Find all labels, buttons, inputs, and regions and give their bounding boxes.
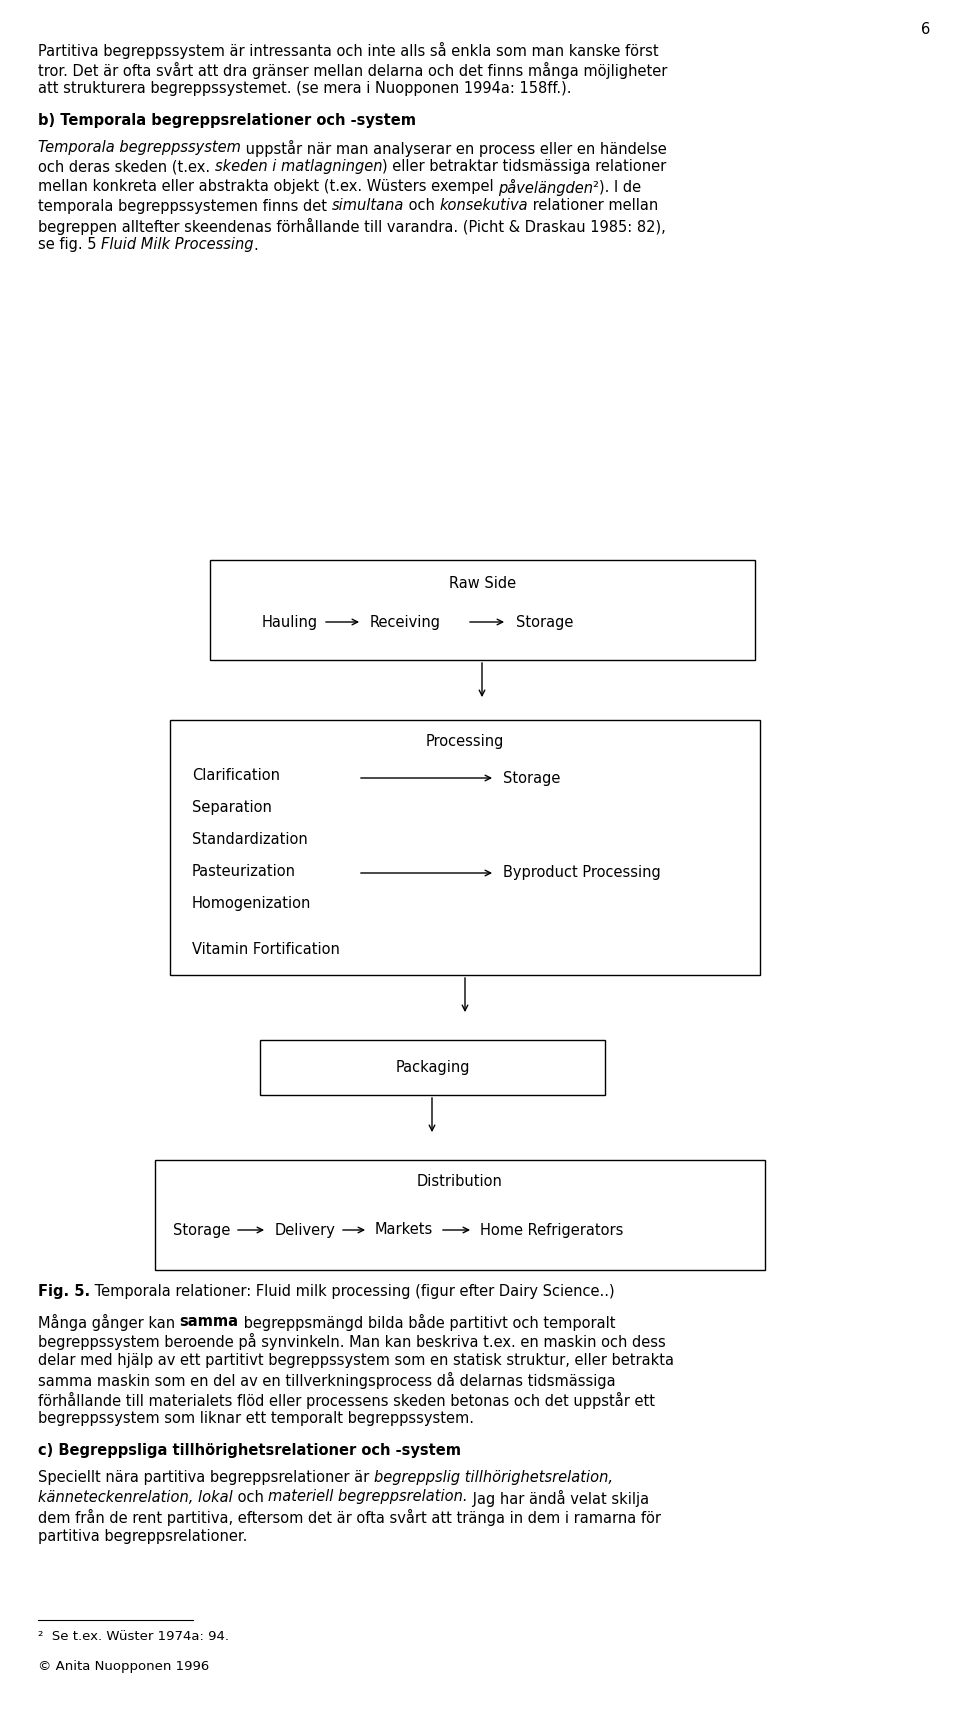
Bar xyxy=(155,1159,765,1270)
Text: temporala begreppssystemen finns det: temporala begreppssystemen finns det xyxy=(38,199,331,214)
Text: Speciellt nära partitiva begreppsrelationer är: Speciellt nära partitiva begreppsrelatio… xyxy=(38,1471,373,1484)
Text: c) Begreppsliga tillhörighetsrelationer och -system: c) Begreppsliga tillhörighetsrelationer … xyxy=(38,1443,461,1457)
Text: Delivery: Delivery xyxy=(275,1222,336,1237)
Text: ²  Se t.ex. Wüster 1974a: 94.: ² Se t.ex. Wüster 1974a: 94. xyxy=(38,1630,229,1643)
Text: Standardization: Standardization xyxy=(192,831,308,847)
Text: Storage: Storage xyxy=(173,1222,230,1237)
Text: Jag har ändå velat skilja: Jag har ändå velat skilja xyxy=(468,1490,649,1507)
Text: och: och xyxy=(404,199,440,214)
Text: .: . xyxy=(253,237,258,252)
Text: känneteckenrelation, lokal: känneteckenrelation, lokal xyxy=(38,1490,232,1505)
Text: skeden i matlagningen: skeden i matlagningen xyxy=(215,159,382,175)
Text: Fluid Milk Processing: Fluid Milk Processing xyxy=(101,237,253,252)
Text: samma maskin som en del av en tillverkningsprocess då delarnas tidsmässiga: samma maskin som en del av en tillverkni… xyxy=(38,1372,615,1389)
Bar xyxy=(170,721,760,975)
Text: att strukturera begreppssystemet. (se mera i Nuopponen 1994a: 158ff.).: att strukturera begreppssystemet. (se me… xyxy=(38,81,571,97)
Text: Hauling: Hauling xyxy=(262,615,318,629)
Text: 6: 6 xyxy=(921,22,930,36)
Text: tror. Det är ofta svårt att dra gränser mellan delarna och det finns många möjli: tror. Det är ofta svårt att dra gränser … xyxy=(38,62,667,78)
Text: Temporala relationer: Fluid milk processing (figur efter Dairy Science..): Temporala relationer: Fluid milk process… xyxy=(90,1284,614,1299)
Text: samma: samma xyxy=(180,1313,239,1329)
Text: Temporala begreppssystem: Temporala begreppssystem xyxy=(38,140,241,156)
Text: ) eller betraktar tidsmässiga relationer: ) eller betraktar tidsmässiga relationer xyxy=(382,159,666,175)
Text: och: och xyxy=(232,1490,268,1505)
Text: begreppen alltefter skeendenas förhållande till varandra. (Picht & Draskau 1985:: begreppen alltefter skeendenas förhållan… xyxy=(38,218,665,235)
Text: Partitiva begreppssystem är intressanta och inte alls så enkla som man kanske fö: Partitiva begreppssystem är intressanta … xyxy=(38,41,659,59)
Text: dem från de rent partitiva, eftersom det är ofta svårt att tränga in dem i ramar: dem från de rent partitiva, eftersom det… xyxy=(38,1509,661,1526)
Text: mellan konkreta eller abstrakta objekt (t.ex. Wüsters exempel: mellan konkreta eller abstrakta objekt (… xyxy=(38,180,498,194)
Text: och deras skeden (t.ex.: och deras skeden (t.ex. xyxy=(38,159,215,175)
Text: Raw Side: Raw Side xyxy=(449,575,516,591)
Text: ²). I de: ²). I de xyxy=(593,180,641,194)
Text: Fig. 5.: Fig. 5. xyxy=(38,1284,90,1299)
Text: begreppslig tillhörighetsrelation,: begreppslig tillhörighetsrelation, xyxy=(373,1471,612,1484)
Text: © Anita Nuopponen 1996: © Anita Nuopponen 1996 xyxy=(38,1661,209,1673)
Bar xyxy=(260,1040,605,1096)
Text: Clarification: Clarification xyxy=(192,767,280,783)
Text: materiell begreppsrelation.: materiell begreppsrelation. xyxy=(268,1490,468,1505)
Text: begreppssystem som liknar ett temporalt begreppssystem.: begreppssystem som liknar ett temporalt … xyxy=(38,1412,474,1426)
Text: Processing: Processing xyxy=(426,734,504,748)
Text: b) Temporala begreppsrelationer och -system: b) Temporala begreppsrelationer och -sys… xyxy=(38,112,416,128)
Text: Home Refrigerators: Home Refrigerators xyxy=(480,1222,623,1237)
Text: Byproduct Processing: Byproduct Processing xyxy=(503,866,660,881)
Text: begreppsmängd bilda både partitivt och temporalt: begreppsmängd bilda både partitivt och t… xyxy=(239,1313,615,1331)
Bar xyxy=(210,560,755,660)
Text: Distribution: Distribution xyxy=(417,1173,503,1189)
Text: Storage: Storage xyxy=(503,771,561,786)
Text: se fig. 5: se fig. 5 xyxy=(38,237,101,252)
Text: Homogenization: Homogenization xyxy=(192,897,311,911)
Text: Separation: Separation xyxy=(192,800,272,816)
Text: konsekutiva: konsekutiva xyxy=(440,199,528,214)
Text: delar med hjälp av ett partitivt begreppssystem som en statisk struktur, eller b: delar med hjälp av ett partitivt begrepp… xyxy=(38,1353,674,1367)
Text: påvelängden: påvelängden xyxy=(498,180,593,195)
Text: Pasteurization: Pasteurization xyxy=(192,864,296,880)
Text: Vitamin Fortification: Vitamin Fortification xyxy=(192,942,340,957)
Text: Receiving: Receiving xyxy=(370,615,441,629)
Text: Packaging: Packaging xyxy=(396,1059,469,1075)
Text: relationer mellan: relationer mellan xyxy=(528,199,659,214)
Text: Många gånger kan: Många gånger kan xyxy=(38,1313,180,1331)
Text: simultana: simultana xyxy=(331,199,404,214)
Text: begreppssystem beroende på synvinkeln. Man kan beskriva t.ex. en maskin och dess: begreppssystem beroende på synvinkeln. M… xyxy=(38,1332,665,1350)
Text: Storage: Storage xyxy=(516,615,573,629)
Text: förhållande till materialets flöd eller processens skeden betonas och det uppstå: förhållande till materialets flöd eller … xyxy=(38,1391,655,1408)
Text: uppstår när man analyserar en process eller en händelse: uppstår när man analyserar en process el… xyxy=(241,140,666,157)
Text: partitiva begreppsrelationer.: partitiva begreppsrelationer. xyxy=(38,1529,248,1543)
Text: Markets: Markets xyxy=(375,1222,433,1237)
